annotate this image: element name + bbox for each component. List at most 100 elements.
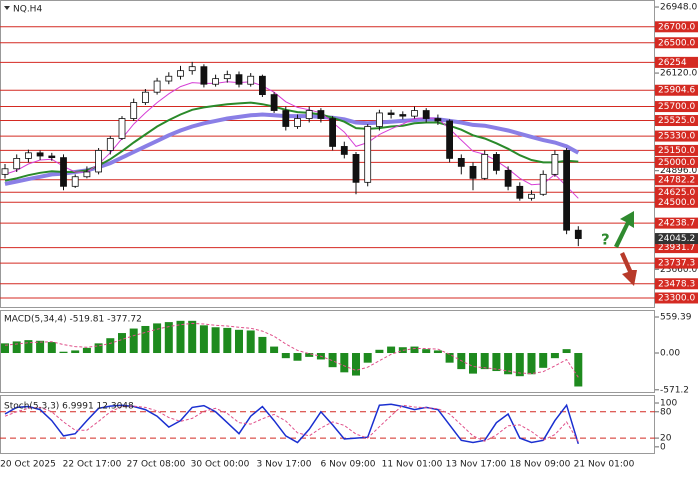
y-tick-label: 20 bbox=[660, 434, 672, 444]
level-label: 23300.0 bbox=[658, 293, 695, 303]
macd-bar bbox=[24, 340, 33, 354]
question-mark: ? bbox=[601, 231, 610, 249]
level-label: 25150.0 bbox=[658, 146, 695, 156]
candle-body bbox=[71, 176, 79, 187]
level-label-box bbox=[655, 144, 698, 156]
y-tick-label: -571.2 bbox=[660, 385, 689, 395]
level-label: 24238.7 bbox=[658, 219, 695, 229]
level-label-box bbox=[655, 292, 698, 304]
macd-bar bbox=[445, 353, 454, 363]
level-label-box bbox=[655, 278, 698, 290]
level-label-box bbox=[655, 174, 698, 186]
x-tick-label: 6 Nov 09:00 bbox=[321, 460, 376, 470]
y-tick-label: 26120.0 bbox=[660, 69, 697, 79]
macd-bar bbox=[258, 336, 267, 354]
stoch-title: Stoch(5,3,3) 6.9991 12.3048 bbox=[4, 402, 134, 412]
level-label: 26700.0 bbox=[658, 22, 695, 32]
candle-body bbox=[188, 66, 196, 72]
macd-bar bbox=[211, 327, 220, 354]
candle-body bbox=[130, 102, 138, 119]
macd-bar bbox=[480, 353, 489, 370]
macd-bar bbox=[340, 353, 349, 373]
up-arrow bbox=[614, 211, 634, 248]
candle-body bbox=[212, 78, 220, 85]
symbol-dropdown[interactable] bbox=[4, 6, 10, 10]
macd-bar bbox=[504, 353, 513, 375]
candle-body bbox=[247, 75, 255, 85]
candle-body bbox=[1, 168, 9, 175]
macd-bar bbox=[515, 353, 524, 377]
candle-body bbox=[375, 112, 383, 127]
x-tick-label: 27 Oct 08:00 bbox=[127, 460, 186, 470]
y-tick-label: 0.00 bbox=[660, 349, 680, 359]
level-label-box bbox=[655, 156, 698, 168]
macd-bar bbox=[82, 347, 91, 354]
level-label-box bbox=[655, 56, 698, 68]
macd-bar bbox=[281, 353, 290, 359]
candle-body bbox=[165, 75, 173, 82]
level-label: 25000.0 bbox=[658, 158, 695, 168]
candle-body bbox=[223, 74, 231, 80]
candle-body bbox=[399, 114, 407, 117]
forecast-arrows: ? bbox=[601, 211, 637, 286]
candle-body bbox=[141, 91, 149, 103]
macd-bar bbox=[153, 323, 162, 354]
macd-bar bbox=[387, 346, 396, 354]
candle-body bbox=[235, 74, 243, 85]
candle-body bbox=[36, 152, 44, 157]
macd-bar bbox=[328, 353, 337, 368]
level-label: 24782.2 bbox=[658, 175, 695, 185]
candle-body bbox=[177, 70, 184, 77]
y-tick-label: 100 bbox=[660, 399, 677, 409]
level-label: 23478.3 bbox=[658, 279, 695, 289]
level-label-box bbox=[655, 130, 698, 142]
y-tick-label: 26948.0 bbox=[660, 3, 697, 13]
level-label: 25525.0 bbox=[658, 116, 695, 126]
macd-title: MACD(5,34,4) -519.81 -377.72 bbox=[4, 315, 142, 325]
macd-bar bbox=[59, 351, 68, 354]
level-label-box bbox=[655, 186, 698, 198]
candle-body bbox=[504, 169, 512, 187]
level-label-box bbox=[655, 101, 698, 113]
level-label: 25700.0 bbox=[658, 102, 695, 112]
level-label-box bbox=[655, 37, 698, 49]
x-tick-label: 3 Nov 17:00 bbox=[257, 460, 312, 470]
plot-layer: 26948.0 26120.0 24896.0 23660.0 26700.0 26500… bbox=[0, 3, 698, 470]
level-label-box bbox=[655, 21, 698, 33]
candle-body bbox=[551, 154, 559, 175]
macd-bar bbox=[363, 353, 372, 363]
candle-body bbox=[153, 80, 161, 93]
candle-body bbox=[516, 185, 524, 199]
candle-body bbox=[539, 173, 547, 195]
macd-bar bbox=[36, 340, 45, 354]
macd-bar bbox=[176, 320, 185, 354]
current-price-label: 24045.2 bbox=[658, 234, 695, 244]
level-label-box bbox=[655, 84, 698, 96]
stoch-line bbox=[4, 403, 580, 445]
macd-bar bbox=[574, 353, 583, 387]
candle-body bbox=[352, 154, 360, 183]
x-tick-label: 11 Nov 01:00 bbox=[382, 460, 443, 470]
symbol-title: NQ.H4 bbox=[13, 5, 42, 15]
macd-bar bbox=[492, 353, 501, 372]
macd-bar bbox=[106, 338, 115, 354]
level-label: 24500.0 bbox=[658, 198, 695, 208]
candle-body bbox=[528, 193, 535, 199]
candle-body bbox=[422, 110, 430, 119]
candle-body bbox=[481, 154, 489, 179]
macd-bar bbox=[352, 353, 360, 376]
macd-bar bbox=[164, 322, 173, 354]
x-tick-label: 30 Oct 00:00 bbox=[191, 460, 250, 470]
down-arrow bbox=[620, 252, 637, 286]
candle-body bbox=[364, 126, 372, 183]
candle-body bbox=[574, 229, 582, 239]
macd-bar bbox=[1, 343, 9, 354]
level-label: 25330.0 bbox=[658, 132, 695, 142]
macd-bar bbox=[246, 330, 255, 354]
candle-body bbox=[317, 110, 325, 119]
candle-body bbox=[118, 118, 126, 139]
candle-body bbox=[469, 165, 477, 179]
level-label: 23737.3 bbox=[658, 259, 695, 269]
macd-bar bbox=[410, 346, 419, 354]
